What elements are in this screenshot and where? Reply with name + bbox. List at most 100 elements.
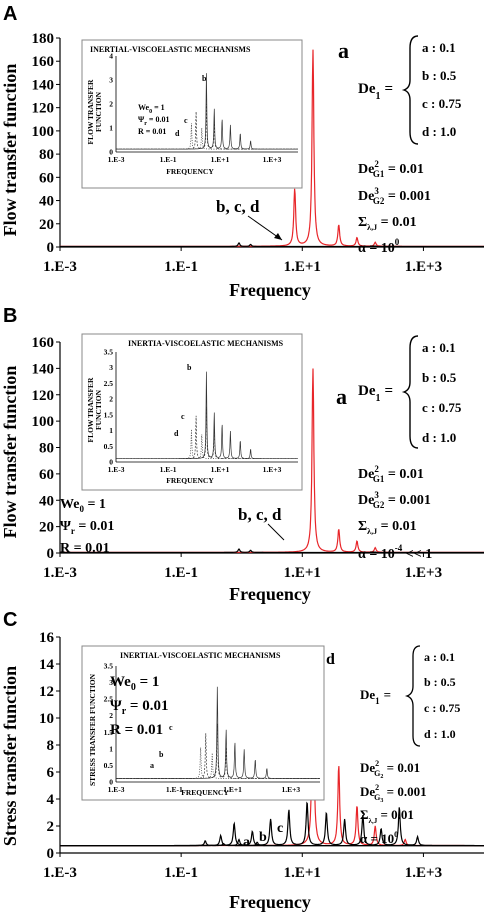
inset-chart: INERTIAL-VISCOELASTIC MECHANISMS 0 1 2 3 4 1… (81, 39, 303, 189)
inset-y-tick-label: 2 (109, 711, 113, 720)
de1-case-a: a : 0.1 (422, 340, 456, 355)
y-tick-label: 8 (47, 738, 55, 754)
inset-y-title-line1: FLOW TRANSFER (86, 377, 95, 443)
inset-curve-label-a: a (150, 761, 154, 770)
y-tick-label: 160 (32, 54, 55, 70)
inset-param-we: We0 = 1 (110, 674, 159, 693)
inset-y-tick-label: 2 (109, 100, 113, 109)
x-axis-title: Frequency (229, 892, 311, 912)
inset-y-tick-label: 3.5 (104, 662, 114, 671)
plot-area (59, 637, 484, 854)
panel-letter: C (3, 609, 17, 631)
inset-y-tick-label: 4 (109, 52, 113, 61)
y-tick-label: 180 (32, 31, 55, 47)
y-tick-label: 140 (32, 77, 55, 93)
curve-arrowhead (274, 233, 282, 240)
inset-y-ticks: 0 0.5 1 1.5 2 2.5 3 3.5 (104, 662, 114, 787)
y-tick-label: 120 (32, 388, 55, 404)
param-alpha: α = 100 (360, 830, 398, 846)
inset-param-r: R = 0.01 (138, 127, 166, 136)
inset-param-psi: Ψr = 0.01 (138, 115, 169, 127)
inset-y-tick-label: 3 (109, 363, 113, 372)
inset-y-tick-label: 2.5 (104, 379, 114, 388)
de1-case-a: a : 0.1 (424, 650, 455, 664)
x-tick-label: 1.E-1 (164, 865, 198, 881)
inset-x-tick-label: 1.E-3 (108, 155, 125, 164)
inset-series-line (116, 123, 298, 150)
de1-label: De1 = (358, 81, 393, 102)
de1-legend: De1 = a : 0.1 b : 0.5 c : 0.75 d : 1.0 (358, 335, 462, 449)
inset-y-tick-label: 0.5 (104, 761, 114, 770)
x-ticks: 1.E-3 1.E-1 1.E+1 1.E+3 (43, 247, 442, 275)
x-ticks: 1.E-3 1.E-1 1.E+1 1.E+3 (43, 853, 442, 881)
inset-y-tick-label: 1 (109, 426, 113, 435)
x-tick-label: 1.E-3 (43, 865, 77, 881)
x-tick-label: 1.E-1 (164, 565, 198, 581)
inset-y-ticks: 0 0.5 1 1.5 2 2.5 3 3.5 (104, 348, 114, 467)
inset-y-tick-label: 1.5 (104, 410, 114, 419)
panel-letter: A (3, 3, 17, 25)
inset-chart: INERTIAL-VISCOELASTIC MECHANISMS 0 0.5 1 1.… (81, 645, 325, 801)
inset-series-line (116, 406, 298, 460)
x-tick-label: 1.E-3 (43, 565, 77, 581)
param-psi: Ψr = 0.01 (60, 519, 114, 536)
x-tick-label: 1.E-1 (164, 259, 198, 275)
inset-y-tick-label: 0 (109, 778, 113, 787)
x-ticks: 1.E-3 1.E-1 1.E+1 1.E+3 (43, 553, 442, 581)
de1-case-d: d : 1.0 (422, 124, 456, 139)
y-tick-label: 100 (32, 414, 55, 430)
y-tick-label: 10 (39, 711, 54, 727)
de1-legend: De1 = a : 0.1 b : 0.5 c : 0.75 d : 1.0 (360, 645, 460, 747)
inset-y-title: STRESS TRANSFER FUNCTION (88, 673, 97, 786)
y-tick-label: 80 (39, 147, 54, 163)
y-tick-label: 100 (32, 124, 55, 140)
panel-letter: B (3, 305, 17, 327)
inset-y-tick-label: 1.5 (104, 728, 114, 737)
y-tick-label: 12 (39, 684, 54, 700)
y-tick-label: 20 (39, 217, 54, 233)
x-axis-title: Frequency (229, 280, 311, 300)
de1-case-a: a : 0.1 (422, 40, 456, 55)
inset-x-tick-label: 1.E-3 (108, 465, 125, 474)
de1-label: De1 = (360, 687, 391, 706)
inset-x-tick-label: 1.E-1 (160, 465, 177, 474)
y-ticks: 0 20 40 60 80 100 120 140 160 (32, 335, 60, 562)
curve-label-a: a (338, 38, 349, 63)
curve-label-bcd: b, c, d (238, 505, 282, 524)
inset-x-tick-label: 1.E-1 (166, 785, 183, 794)
inset-frame (81, 333, 303, 491)
param-deg1: De2 G1 = 0.01 (358, 159, 424, 179)
inset-y-title-line1: FLOW TRANSFER (86, 79, 95, 145)
inset-x-tick-label: 1.E+1 (211, 155, 230, 164)
inset-y-ticks: 0 1 2 3 4 (109, 52, 113, 157)
inset-y-tick-label: 3 (109, 76, 113, 85)
curve-arrow (267, 523, 285, 541)
inset-y-tick-label: 1 (109, 744, 113, 753)
de1-legend: De1 = a : 0.1 b : 0.5 c : 0.75 d : 1.0 (358, 35, 462, 145)
y-tick-label: 60 (39, 170, 54, 186)
inset-y-tick-label: 0 (109, 458, 113, 467)
inset-title: INERTIAL-VISCOELASTIC MECHANISMS (120, 651, 281, 660)
y-tick-label: 2 (47, 819, 55, 835)
inset-curve-label-b: b (202, 74, 207, 83)
inset-y-title-line2: FUNCTION (94, 389, 103, 430)
param-deg2: De3 G2 = 0.001 (358, 490, 431, 510)
y-tick-label: 0 (47, 546, 55, 562)
inset-plot-area (115, 666, 320, 783)
inset-title: INERTIA-VISCOELASTIC MECHANISMS (128, 339, 284, 348)
curve-label-a: a (336, 384, 347, 409)
de1-case-c: c : 0.75 (422, 96, 462, 111)
x-tick-label: 1.E+1 (284, 259, 321, 275)
de1-case-b: b : 0.5 (422, 68, 457, 83)
param-deg2: De3 G2 = 0.001 (358, 186, 431, 206)
param-sigma: Σλ,J = 0.01 (360, 807, 414, 825)
inset-plot-area (115, 56, 298, 153)
inset-title: INERTIAL-VISCOELASTIC MECHANISMS (90, 45, 251, 54)
y-tick-label: 0 (47, 846, 55, 862)
de1-case-c: c : 0.75 (422, 400, 462, 415)
inset-curve-label-d: d (174, 429, 179, 438)
inset-curve-label-b: b (187, 363, 192, 372)
curve-label-d: d (326, 651, 335, 668)
y-tick-label: 140 (32, 361, 55, 377)
